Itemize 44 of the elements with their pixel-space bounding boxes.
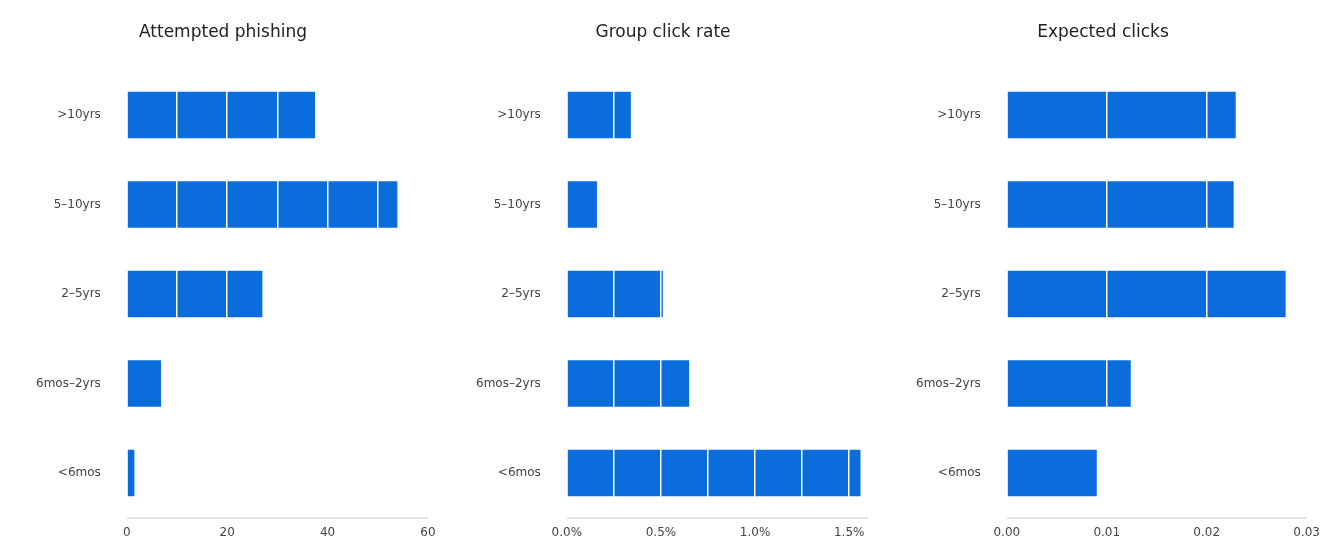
- x-tick-label: 0.0%: [551, 524, 583, 539]
- bar: [127, 360, 161, 407]
- y-tick-label: <6mos: [57, 465, 101, 480]
- x-tick-label: 20: [219, 524, 235, 539]
- y-tick-label: 5–10yrs: [933, 196, 981, 211]
- chart-title: Attempted phishing: [139, 20, 307, 41]
- y-tick-label: >10yrs: [497, 107, 541, 122]
- x-tick-label: 0.01: [1093, 524, 1121, 539]
- y-tick-label: 2–5yrs: [941, 286, 981, 301]
- bar: [1007, 270, 1286, 318]
- chart-title: Expected clicks: [1037, 20, 1169, 41]
- x-tick-label: 1.5%: [833, 524, 865, 539]
- bar: [567, 360, 690, 407]
- y-tick-label: 6mos–2yrs: [36, 375, 101, 390]
- x-tick-label: 0.03: [1293, 524, 1320, 539]
- bar: [567, 449, 861, 497]
- bar: [567, 91, 631, 139]
- bar: [127, 270, 263, 318]
- y-tick-label: >10yrs: [57, 107, 101, 122]
- bar: [1007, 91, 1236, 139]
- y-tick-label: 2–5yrs: [501, 286, 541, 301]
- bar: [1007, 181, 1234, 228]
- y-tick-label: >10yrs: [937, 107, 981, 122]
- y-tick-label: 5–10yrs: [493, 196, 541, 211]
- x-tick-label: 0.00: [993, 524, 1021, 539]
- bar: [567, 270, 663, 318]
- bar: [127, 181, 398, 228]
- y-tick-label: 6mos–2yrs: [476, 375, 541, 390]
- x-tick-label: 1.0%: [739, 524, 771, 539]
- chart-title: Group click rate: [595, 20, 731, 41]
- x-tick-label: 0.02: [1193, 524, 1221, 539]
- bar: [567, 181, 597, 228]
- x-tick-label: 60: [420, 524, 436, 539]
- y-tick-label: 6mos–2yrs: [916, 375, 981, 390]
- x-tick-label: 40: [319, 524, 336, 539]
- y-tick-label: <6mos: [937, 465, 981, 480]
- bar: [1007, 449, 1097, 497]
- y-tick-label: 5–10yrs: [53, 196, 101, 211]
- x-tick-label: 0: [123, 524, 131, 539]
- y-tick-label: 2–5yrs: [61, 286, 101, 301]
- bar: [1007, 360, 1131, 407]
- x-tick-label: 0.5%: [645, 524, 677, 539]
- y-tick-label: <6mos: [497, 465, 541, 480]
- bar: [127, 91, 316, 139]
